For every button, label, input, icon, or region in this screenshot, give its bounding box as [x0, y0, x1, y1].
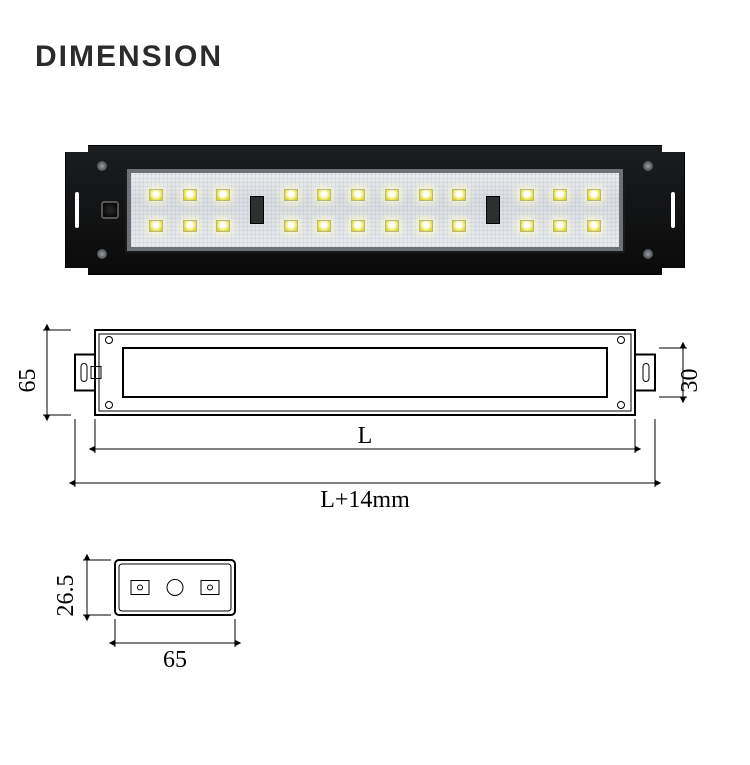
dimension-label: 30 [677, 369, 703, 393]
dimension-label: L+14mm [320, 487, 410, 513]
tech-drawing: 65 30 L L+14mm 26.5 65 [0, 0, 750, 765]
dimension-label: 65 [15, 369, 41, 393]
diagram-stage: 65 30 L L+14mm 26.5 65 [0, 0, 750, 765]
dimension-label: L [358, 423, 373, 449]
dimension-label: 65 [163, 647, 187, 673]
dimension-label: 26.5 [53, 575, 79, 617]
